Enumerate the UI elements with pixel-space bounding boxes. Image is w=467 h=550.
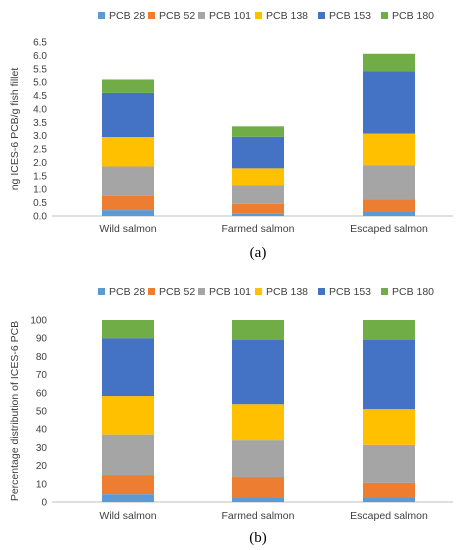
category-label: Wild salmon xyxy=(99,223,156,235)
bar-segment xyxy=(102,434,154,476)
legend-label: PCB 180 xyxy=(392,286,434,298)
legend-label: PCB 28 xyxy=(109,286,145,298)
y-tick-label: 3.0 xyxy=(33,131,47,142)
category-label: Wild salmon xyxy=(99,510,156,522)
legend-swatch xyxy=(198,288,205,295)
bar-segment xyxy=(232,213,284,216)
bar-segment xyxy=(363,199,415,212)
bar-segment xyxy=(232,340,284,405)
bar-segment xyxy=(363,444,415,483)
legend-swatch xyxy=(148,288,155,295)
bar-segment xyxy=(102,338,154,397)
y-tick-label: 1.5 xyxy=(33,171,47,182)
legend-label: PCB 101 xyxy=(209,10,251,22)
bar-segment xyxy=(363,320,415,341)
bar-segment xyxy=(102,79,154,93)
bar-segment xyxy=(232,136,284,169)
y-tick-label: 5.0 xyxy=(33,78,47,89)
category-label: Escaped salmon xyxy=(350,510,428,522)
legend-label: PCB 101 xyxy=(209,286,251,298)
legend-label: PCB 28 xyxy=(109,10,145,22)
bar-segment xyxy=(363,165,415,200)
legend-label: PCB 153 xyxy=(329,10,371,22)
legend-swatch xyxy=(98,12,105,19)
bar-segment xyxy=(363,340,415,410)
y-tick-label: 90 xyxy=(36,334,48,345)
bar-segment xyxy=(232,497,284,502)
bar-segment xyxy=(363,71,415,134)
legend-swatch xyxy=(318,12,325,19)
bar-segment xyxy=(102,137,154,167)
legend-swatch xyxy=(198,12,205,19)
bar-segment xyxy=(232,320,284,341)
legend-swatch xyxy=(148,12,155,19)
bar-segment xyxy=(102,320,154,339)
bar-segment xyxy=(102,475,154,495)
legend-label: PCB 153 xyxy=(329,286,371,298)
category-label: Farmed salmon xyxy=(222,223,295,235)
legend-label: PCB 180 xyxy=(392,10,434,22)
y-tick-label: 0 xyxy=(41,498,47,509)
bar-segment xyxy=(363,133,415,166)
legend-label: PCB 52 xyxy=(159,10,195,22)
y-tick-label: 0.0 xyxy=(33,212,47,223)
bar-segment xyxy=(232,404,284,441)
panel-caption: (a) xyxy=(250,245,267,261)
legend-swatch xyxy=(255,12,262,19)
bar-segment xyxy=(363,482,415,498)
category-label: Farmed salmon xyxy=(222,510,295,522)
y-tick-label: 80 xyxy=(36,352,48,363)
panel-caption: (b) xyxy=(249,530,267,546)
y-tick-label: 2.5 xyxy=(33,145,47,156)
bar-segment xyxy=(102,396,154,435)
bar-segment xyxy=(102,494,154,502)
bar-segment xyxy=(363,497,415,502)
chart-panel-2: PCB 28 PCB 52 PCB 101 PCB 138 PCB 153 PCB 180… xyxy=(9,286,453,546)
y-tick-label: 30 xyxy=(36,443,48,454)
y-tick-label: 100 xyxy=(30,316,47,327)
bar-segment xyxy=(102,195,154,211)
category-label: Escaped salmon xyxy=(350,223,428,235)
y-axis-title: Percentage distribution of ICES-6 PCB xyxy=(9,321,21,501)
y-tick-label: 10 xyxy=(36,479,48,490)
y-tick-label: 4.0 xyxy=(33,104,47,115)
bar-segment xyxy=(232,477,284,498)
bar-segment xyxy=(102,166,154,196)
y-tick-label: 40 xyxy=(36,425,48,436)
y-tick-label: 6.0 xyxy=(33,51,47,62)
bar-segment xyxy=(363,409,415,445)
y-axis-title: ng ICES-6 PCB/g fish fillet xyxy=(9,68,21,191)
legend-swatch xyxy=(381,12,388,19)
y-tick-label: 1.0 xyxy=(33,185,47,196)
y-tick-label: 3.5 xyxy=(33,118,47,129)
y-tick-label: 20 xyxy=(36,461,48,472)
legend-swatch xyxy=(381,288,388,295)
legend-swatch xyxy=(255,288,262,295)
bar-segment xyxy=(102,210,154,216)
bar-segment xyxy=(363,211,415,216)
legend-swatch xyxy=(98,288,105,295)
bar-segment xyxy=(363,53,415,72)
legend-label: PCB 138 xyxy=(266,286,308,298)
y-tick-label: 60 xyxy=(36,388,48,399)
y-tick-label: 70 xyxy=(36,370,48,381)
y-tick-label: 5.5 xyxy=(33,64,47,75)
bar-segment xyxy=(232,185,284,204)
legend-label: PCB 52 xyxy=(159,286,195,298)
y-tick-label: 2.0 xyxy=(33,158,47,169)
y-tick-label: 4.5 xyxy=(33,91,47,102)
bar-segment xyxy=(232,168,284,186)
legend-label: PCB 138 xyxy=(266,10,308,22)
legend-swatch xyxy=(318,288,325,295)
bar-segment xyxy=(232,440,284,478)
bar-segment xyxy=(102,92,154,138)
bar-segment xyxy=(232,203,284,214)
y-tick-label: 6.5 xyxy=(33,38,47,49)
y-tick-label: 0.5 xyxy=(33,198,47,209)
y-tick-label: 50 xyxy=(36,407,48,418)
chart-panel-1: PCB 28 PCB 52 PCB 101 PCB 138 PCB 153 PCB 180… xyxy=(9,10,453,261)
bar-segment xyxy=(232,126,284,137)
